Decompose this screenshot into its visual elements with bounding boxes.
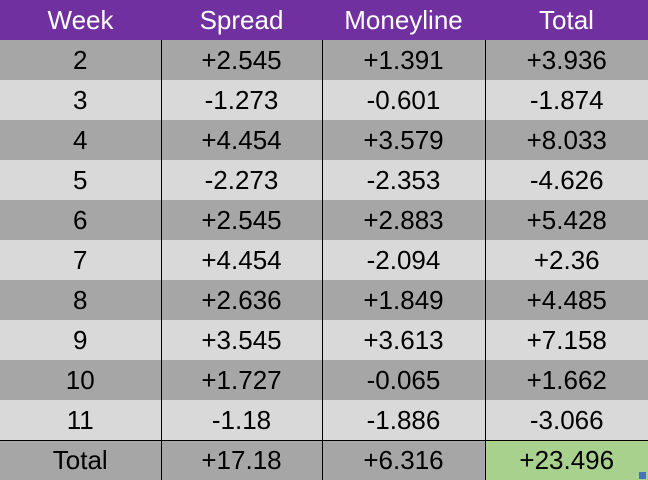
totals-moneyline[interactable]: +6.316 — [322, 440, 486, 480]
cell-week[interactable]: 11 — [0, 400, 162, 441]
cell-spread[interactable]: +2.545 — [161, 40, 323, 80]
cell-moneyline[interactable]: -0.065 — [322, 360, 486, 400]
header-week[interactable]: Week — [47, 5, 114, 35]
table-row: 4 +4.454 +3.579 +8.033 — [0, 120, 648, 160]
table-row: 11 -1.18 -1.886 -3.066 — [0, 400, 648, 441]
cell-moneyline[interactable]: +3.579 — [322, 120, 486, 160]
cell-spread[interactable]: -1.18 — [161, 400, 323, 441]
header-moneyline[interactable]: Moneyline — [344, 5, 463, 35]
totals-row: Total +17.18 +6.316 +23.496 — [0, 440, 648, 480]
cell-spread[interactable]: +2.545 — [161, 200, 323, 240]
cell-moneyline[interactable]: +1.849 — [322, 280, 486, 320]
table-row: 6 +2.545 +2.883 +5.428 — [0, 200, 648, 240]
cell-total[interactable]: +4.485 — [526, 285, 607, 315]
cell-spread[interactable]: -2.273 — [161, 160, 323, 200]
cell-week[interactable]: 3 — [0, 80, 162, 120]
table-row: 8 +2.636 +1.849 +4.485 — [0, 280, 648, 320]
cell-moneyline[interactable]: -2.094 — [322, 240, 486, 280]
cell-spread[interactable]: +4.454 — [161, 240, 323, 280]
table-row: 9 +3.545 +3.613 +7.158 — [0, 320, 648, 360]
cell-week[interactable]: 6 — [0, 200, 162, 240]
table-row: 10 +1.727 -0.065 +1.662 — [0, 360, 648, 400]
fill-handle[interactable] — [639, 471, 646, 479]
cell-week[interactable]: 10 — [0, 360, 162, 400]
cell-spread[interactable]: -1.273 — [161, 80, 323, 120]
cell-total[interactable]: +3.936 — [526, 45, 607, 75]
cell-total[interactable]: -3.066 — [529, 405, 604, 435]
table-row: 7 +4.454 -2.094 +2.36 — [0, 240, 648, 280]
cell-moneyline[interactable]: -0.601 — [322, 80, 486, 120]
totals-spread[interactable]: +17.18 — [161, 440, 323, 480]
table-row: 3 -1.273 -0.601 -1.874 — [0, 80, 648, 120]
totals-grand-total-selected-cell[interactable]: +23.496 — [485, 440, 648, 480]
header-spread[interactable]: Spread — [199, 5, 284, 35]
table-row: 5 -2.273 -2.353 -4.626 — [0, 160, 648, 200]
header-row: Week Spread Moneyline Total — [0, 0, 648, 40]
cell-week[interactable]: 4 — [0, 120, 162, 160]
cell-week[interactable]: 9 — [0, 320, 162, 360]
cell-moneyline[interactable]: -1.886 — [322, 400, 486, 441]
cell-week[interactable]: 5 — [0, 160, 162, 200]
cell-total[interactable]: +7.158 — [526, 325, 607, 355]
cell-total[interactable]: -4.626 — [529, 165, 604, 195]
totals-grand-total-value: +23.496 — [519, 445, 615, 476]
cell-week[interactable]: 2 — [0, 40, 162, 80]
cell-total[interactable]: +2.36 — [533, 245, 600, 275]
cell-total[interactable]: +8.033 — [526, 125, 607, 155]
cell-week[interactable]: 7 — [0, 240, 162, 280]
cell-spread[interactable]: +3.545 — [161, 320, 323, 360]
totals-label[interactable]: Total — [0, 440, 162, 480]
cell-spread[interactable]: +4.454 — [161, 120, 323, 160]
table-row: 2 +2.545 +1.391 +3.936 — [0, 40, 648, 80]
cell-total[interactable]: +5.428 — [526, 205, 607, 235]
cell-total[interactable]: +1.662 — [526, 365, 607, 395]
cell-total[interactable]: -1.874 — [529, 85, 604, 115]
header-total[interactable]: Total — [539, 5, 594, 35]
cell-moneyline[interactable]: +2.883 — [322, 200, 486, 240]
cell-week[interactable]: 8 — [0, 280, 162, 320]
cell-spread[interactable]: +2.636 — [161, 280, 323, 320]
cell-moneyline[interactable]: +3.613 — [322, 320, 486, 360]
cell-spread[interactable]: +1.727 — [161, 360, 323, 400]
cell-moneyline[interactable]: +1.391 — [322, 40, 486, 80]
cell-moneyline[interactable]: -2.353 — [322, 160, 486, 200]
